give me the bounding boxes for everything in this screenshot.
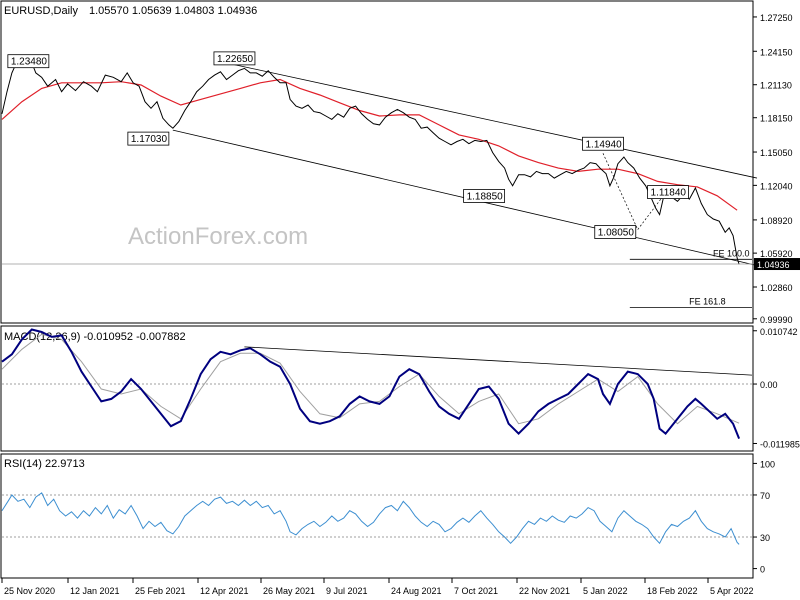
moving-average-path	[1, 78, 738, 211]
price-path	[1, 56, 740, 265]
x-tick-label: 12 Apr 2021	[200, 586, 249, 596]
x-tick-label: 24 Aug 2021	[391, 586, 442, 596]
price-annotations: 1.23480 1.22650 1.17030 1.18850 1.14940 1.118…	[7, 51, 750, 307]
rsi-panel-frame	[0, 453, 754, 579]
fibonacci-levels	[629, 258, 752, 309]
x-tick-label: 26 May 2021	[263, 586, 315, 596]
x-tick-label: 5 Apr 2022	[710, 586, 754, 596]
symbol-label: EURUSD,Daily	[4, 5, 78, 17]
swing-label-box	[582, 136, 624, 151]
macd-signal-line	[1, 333, 740, 425]
price-tick-label: 1.12040	[760, 181, 793, 191]
x-axis: 25 Nov 2020 12 Jan 2021 25 Feb 2021 12 Apr …	[1, 578, 754, 596]
swing-label-box	[594, 225, 637, 239]
macd-panel-frame	[0, 325, 754, 452]
price-tick-label: 1.15050	[760, 148, 793, 158]
swing-label: 1.11840	[651, 188, 687, 199]
swing-label-box	[127, 131, 170, 146]
current-price-box	[754, 258, 800, 271]
swing-label: 1.23480	[11, 57, 48, 68]
fe-label: FE 161.8	[689, 297, 726, 307]
moving-average-line	[1, 78, 738, 211]
fe-label: FE 100.0	[713, 248, 750, 258]
macd-title: MACD(12,26,9) -0.010952 -0.007882	[4, 331, 186, 343]
fe-leg-line	[637, 187, 670, 230]
swing-label: 1.14940	[585, 139, 622, 150]
x-tick-label: 22 Nov 2021	[519, 586, 570, 596]
rsi-path	[1, 492, 740, 545]
price-tick-label: 1.18150	[760, 114, 793, 124]
swing-label: 1.18850	[467, 191, 504, 202]
rsi-tick-label: 70	[760, 491, 770, 501]
macd-tick-label: 0.00	[760, 380, 778, 390]
x-tick-label: 25 Nov 2020	[4, 586, 55, 596]
price-axis: 1.27250 1.24150 1.21130 1.18150 1.15050 1.120…	[2, 13, 800, 325]
swing-label-box	[7, 54, 50, 69]
price-tick-label: 1.08920	[760, 216, 793, 226]
macd-main-line	[1, 328, 741, 439]
price-tick-label: 1.24150	[760, 47, 793, 57]
ohlc-values: 1.05570 1.05639 1.04803 1.04936	[89, 5, 257, 17]
swing-label: 1.08050	[598, 228, 635, 239]
swing-label: 1.17030	[131, 134, 168, 145]
x-tick-label: 25 Feb 2021	[135, 586, 186, 596]
x-tick-label: 18 Feb 2022	[647, 586, 698, 596]
macd-trend-path	[244, 346, 753, 376]
macd-main-path	[1, 328, 741, 439]
watermark: ActionForex.com	[128, 223, 308, 250]
macd-axis: 0.010742 0.00 -0.011985	[753, 327, 800, 449]
rsi-levels	[2, 494, 752, 538]
x-tick-label: 5 Jan 2022	[583, 586, 628, 596]
rsi-tick-label: 100	[760, 459, 775, 469]
macd-tick-label: 0.010742	[760, 327, 798, 337]
x-tick-label: 9 Jul 2021	[326, 586, 368, 596]
rsi-axis: 100 70 30 0	[753, 459, 775, 575]
price-header: EURUSD,Daily 1.05570 1.05639 1.04803 1.0…	[4, 5, 257, 17]
rsi-title: RSI(14) 22.9713	[4, 458, 85, 470]
rsi-line	[1, 492, 740, 545]
price-panel-frame	[0, 0, 754, 324]
price-tick-label: 1.21130	[760, 81, 792, 91]
price-tick-label: 1.02860	[760, 283, 793, 293]
x-tick-label: 12 Jan 2021	[70, 586, 120, 596]
fe-leg-line	[602, 153, 639, 230]
rsi-tick-label: 30	[760, 533, 770, 543]
swing-label-box	[463, 189, 506, 203]
price-tick-label: 0.99990	[760, 315, 793, 325]
swing-label-box	[213, 51, 256, 66]
price-line	[1, 56, 740, 265]
channel-line	[232, 63, 758, 179]
macd-tick-label: -0.011985	[760, 439, 800, 449]
price-tick-label: 1.27250	[760, 13, 793, 23]
macd-trend-line	[244, 346, 753, 376]
rsi-tick-label: 0	[760, 565, 765, 575]
swing-label-box	[647, 185, 689, 199]
x-tick-label: 7 Oct 2021	[454, 586, 498, 596]
swing-label: 1.22650	[217, 54, 254, 65]
macd-signal-path	[1, 333, 740, 425]
price-tick-label: 1.05920	[760, 249, 793, 259]
current-price-label: 1.04936	[757, 260, 790, 270]
